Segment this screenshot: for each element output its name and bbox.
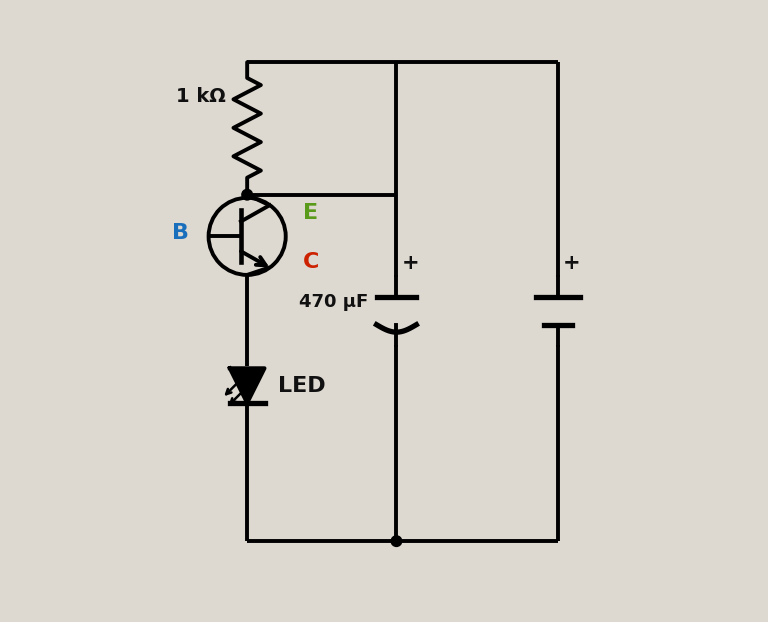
Text: 1 kΩ: 1 kΩ xyxy=(176,87,225,106)
Text: 470 μF: 470 μF xyxy=(300,293,369,310)
Circle shape xyxy=(391,536,402,547)
Text: +: + xyxy=(402,253,419,273)
Polygon shape xyxy=(230,368,264,403)
Text: +: + xyxy=(563,253,581,273)
Circle shape xyxy=(242,189,253,200)
Text: LED: LED xyxy=(278,376,326,396)
Text: C: C xyxy=(303,253,319,272)
Text: B: B xyxy=(172,223,189,243)
Text: E: E xyxy=(303,203,318,223)
